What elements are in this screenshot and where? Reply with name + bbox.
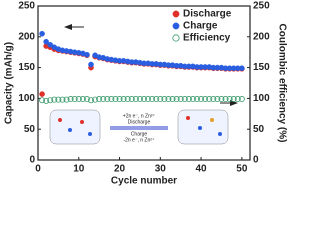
data-point — [177, 96, 184, 103]
inset-right — [177, 109, 229, 145]
data-point — [230, 96, 237, 103]
x-tick-label: 50 — [236, 164, 248, 175]
data-point — [88, 61, 94, 68]
data-point — [100, 96, 107, 103]
y2-tick-label: 150 — [253, 62, 270, 73]
legend-label: Charge — [183, 21, 218, 32]
data-point — [181, 96, 188, 103]
data-point — [165, 96, 172, 103]
y-tick-label: 200 — [18, 31, 35, 42]
data-point — [75, 96, 82, 103]
data-point — [226, 96, 233, 103]
axis-arrow — [64, 24, 72, 30]
y-tick-label: 250 — [18, 1, 35, 12]
data-point — [92, 96, 99, 103]
y2-tick-label: 50 — [253, 124, 265, 135]
y-axis-label: Capacity (mAh/g) — [4, 42, 15, 124]
y-tick-label: 0 — [29, 155, 35, 166]
annotation: Charge — [131, 131, 148, 137]
data-point — [145, 96, 152, 103]
legend-label: Discharge — [183, 9, 232, 20]
data-point — [51, 96, 58, 103]
data-point — [198, 96, 205, 103]
data-point — [79, 96, 86, 103]
data-point — [214, 96, 221, 103]
data-point — [47, 97, 54, 104]
data-point — [185, 96, 192, 103]
y2-tick-label: 250 — [253, 1, 270, 12]
x-tick-label: 20 — [114, 164, 126, 175]
data-point — [128, 96, 135, 103]
x-tick-label: 30 — [155, 164, 167, 175]
data-point — [112, 96, 119, 103]
legend-marker — [172, 10, 180, 18]
data-point — [63, 96, 70, 103]
data-point — [43, 38, 49, 45]
y2-axis-label: Coulombic efficiency (%) — [276, 24, 287, 143]
data-point — [39, 91, 45, 97]
legend-marker — [172, 34, 180, 42]
axis-arrow — [230, 100, 238, 106]
data-point — [39, 97, 46, 104]
legend-marker — [172, 22, 180, 30]
data-point — [124, 96, 131, 103]
data-point — [104, 96, 111, 103]
y2-tick-label: 100 — [253, 93, 270, 104]
data-point — [238, 96, 245, 103]
data-point — [189, 96, 196, 103]
data-point — [132, 96, 139, 103]
x-axis-label: Cycle number — [111, 176, 177, 187]
data-point — [59, 96, 66, 103]
data-point — [71, 96, 78, 103]
x-tick-label: 40 — [196, 164, 208, 175]
data-point — [153, 96, 160, 103]
x-tick-label: 0 — [35, 164, 41, 175]
data-point — [173, 96, 180, 103]
legend-label: Efficiency — [183, 33, 231, 44]
data-point — [84, 51, 90, 58]
y2-tick-label: 200 — [253, 31, 270, 42]
data-point — [108, 96, 115, 103]
y-tick-label: 150 — [18, 62, 35, 73]
y2-tick-label: 0 — [253, 155, 259, 166]
data-point — [88, 97, 95, 104]
annotation: Discharge — [128, 119, 151, 125]
data-point — [47, 42, 54, 48]
data-point — [193, 96, 200, 103]
data-point — [161, 96, 168, 103]
chart: Capacity (mAh/g) Coulombic efficiency (%… — [4, 1, 288, 187]
data-point — [67, 96, 74, 103]
data-point — [157, 96, 164, 103]
data-point — [149, 96, 156, 103]
annotation: +2n e⁻, n Zn²⁺ — [123, 113, 156, 119]
inset-left — [49, 109, 101, 145]
data-point — [218, 96, 225, 103]
data-point — [202, 96, 209, 103]
x-tick-label: 10 — [73, 164, 85, 175]
data-point — [234, 96, 241, 103]
data-point — [206, 96, 213, 103]
data-point — [116, 96, 123, 103]
data-point — [120, 96, 127, 103]
data-point — [83, 96, 90, 103]
annotation: -2n e⁻, n Zn²⁺ — [123, 137, 154, 143]
data-point — [239, 65, 245, 72]
data-point — [210, 96, 217, 103]
data-point — [136, 96, 143, 103]
data-point — [140, 96, 147, 103]
data-point — [55, 96, 62, 103]
y-tick-label: 100 — [18, 93, 35, 104]
data-point — [43, 97, 50, 104]
data-point — [222, 96, 229, 103]
data-point — [39, 30, 45, 37]
data-point — [96, 96, 103, 103]
y-tick-label: 50 — [24, 124, 36, 135]
data-point — [169, 96, 176, 103]
